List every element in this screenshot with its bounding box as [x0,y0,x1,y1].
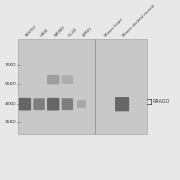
FancyBboxPatch shape [47,75,59,84]
Text: RRAGO: RRAGO [152,99,169,104]
Text: Mouse heart: Mouse heart [103,18,124,38]
Text: Mouse skeletal muscle: Mouse skeletal muscle [122,4,156,38]
FancyBboxPatch shape [77,100,86,108]
Text: SHSY5Y: SHSY5Y [25,24,38,38]
Text: 70KD: 70KD [5,63,16,67]
FancyBboxPatch shape [62,98,73,110]
Text: HL-60: HL-60 [67,27,78,38]
Text: H460: H460 [39,28,49,38]
FancyBboxPatch shape [115,97,129,111]
FancyBboxPatch shape [47,98,59,111]
FancyBboxPatch shape [18,39,147,134]
Text: 35KD: 35KD [4,120,16,124]
FancyBboxPatch shape [19,98,31,111]
FancyBboxPatch shape [62,75,73,84]
FancyBboxPatch shape [33,98,45,110]
Text: 22RV1: 22RV1 [82,26,93,38]
Text: SW480: SW480 [53,25,66,38]
Text: 40KD: 40KD [5,102,16,106]
Text: 55KD: 55KD [4,82,16,86]
